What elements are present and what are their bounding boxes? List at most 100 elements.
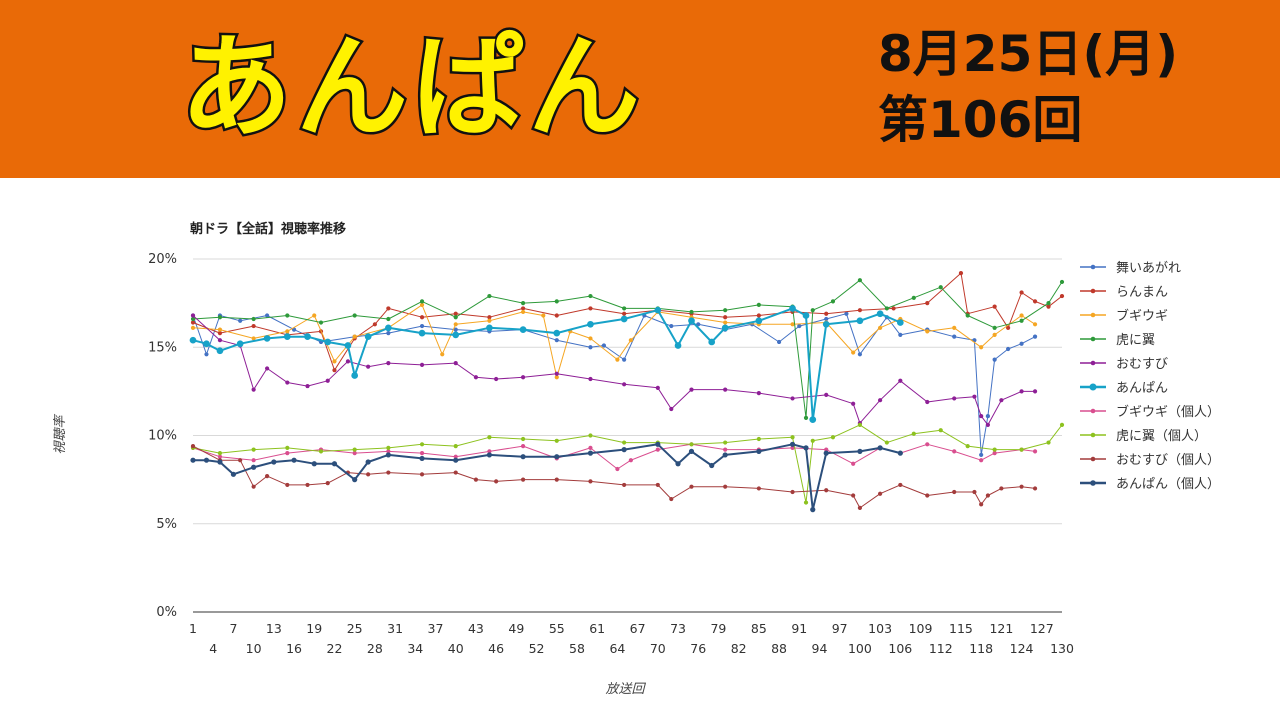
data-point: [972, 489, 977, 495]
data-point: [1006, 346, 1011, 352]
data-point: [689, 442, 694, 447]
data-point: [620, 315, 628, 323]
data-point: [352, 451, 357, 456]
data-point: [588, 445, 593, 450]
data-point: [217, 331, 223, 336]
data-point: [541, 313, 546, 318]
data-point: [217, 338, 223, 343]
data-point: [1032, 449, 1038, 454]
data-point: [588, 376, 593, 382]
data-point: [554, 438, 559, 443]
data-point: [285, 451, 290, 456]
data-point: [588, 345, 593, 350]
series-line: [192, 315, 1036, 426]
x-tick-label: 82: [731, 641, 747, 656]
data-point: [230, 471, 237, 477]
data-point: [554, 375, 559, 380]
x-tick-label: 58: [569, 641, 585, 656]
data-point: [709, 462, 715, 469]
y-tick-label: 10%: [148, 429, 177, 444]
legend-swatch-marker: [1090, 432, 1096, 438]
data-point: [352, 313, 357, 318]
data-point: [722, 452, 728, 458]
series-虎に翼: [190, 278, 1065, 420]
data-point: [331, 461, 338, 467]
x-tick-label: 103: [868, 621, 892, 636]
legend-label: あんぱん: [1116, 381, 1168, 396]
x-tick-label: 94: [812, 641, 828, 656]
data-point: [203, 340, 210, 348]
data-point: [351, 372, 359, 379]
data-point: [925, 329, 930, 334]
data-point: [305, 383, 310, 389]
data-point: [877, 445, 883, 451]
data-point: [344, 342, 352, 349]
data-point: [992, 451, 997, 456]
data-point: [992, 357, 997, 362]
data-point: [453, 315, 458, 320]
data-point: [1019, 341, 1024, 346]
x-tick-label: 100: [848, 641, 872, 656]
legend-swatch-marker: [1090, 288, 1096, 294]
data-point: [824, 392, 829, 398]
y-axis-ticks: 0% 5% 10% 15% 20%: [148, 252, 177, 620]
data-point: [723, 440, 728, 445]
data-point: [615, 357, 620, 362]
x-tick-label: 52: [529, 641, 545, 656]
data-point: [979, 502, 984, 507]
data-point: [588, 306, 593, 311]
data-point: [345, 359, 351, 364]
x-tick-label: 43: [468, 621, 484, 636]
x-tick-label: 64: [609, 641, 625, 656]
data-point: [823, 450, 829, 456]
data-point: [810, 438, 815, 443]
x-tick-label: 55: [549, 621, 565, 636]
legend-swatch-marker: [1090, 312, 1096, 318]
data-point: [452, 331, 460, 339]
series-あんぱん（個人）: [190, 441, 903, 513]
data-point: [1046, 304, 1051, 309]
data-point: [190, 443, 196, 449]
data-point: [824, 488, 829, 493]
data-point: [851, 493, 856, 498]
data-point: [851, 461, 856, 466]
data-point: [790, 489, 795, 495]
data-point: [789, 305, 796, 312]
data-point: [486, 324, 493, 332]
data-point: [925, 493, 930, 498]
data-point: [952, 334, 957, 339]
data-point: [487, 449, 492, 454]
data-point: [723, 320, 728, 325]
data-point: [803, 415, 809, 420]
x-tick-label: 1: [189, 621, 197, 636]
data-point: [520, 454, 526, 460]
data-point: [972, 394, 977, 399]
data-point: [985, 422, 990, 428]
legend-item: 虎に翼（個人）: [1080, 429, 1207, 444]
data-point: [675, 461, 681, 467]
data-point: [723, 387, 728, 392]
legend-swatch-marker: [1090, 408, 1096, 414]
data-point: [554, 371, 559, 376]
data-point: [1046, 440, 1051, 445]
data-point: [992, 447, 997, 452]
data-point: [622, 357, 627, 362]
data-point: [217, 454, 223, 459]
data-point: [332, 368, 337, 373]
data-point: [190, 316, 196, 322]
data-point: [979, 345, 984, 350]
data-point: [190, 457, 196, 463]
data-point: [453, 327, 458, 332]
data-point: [190, 320, 196, 325]
legend-item: 舞いあがれ: [1080, 261, 1181, 276]
data-point: [1019, 484, 1024, 489]
data-point: [305, 482, 310, 488]
data-point: [1032, 389, 1038, 394]
data-point: [822, 320, 830, 328]
data-point: [285, 445, 290, 450]
data-point: [325, 378, 330, 383]
data-point: [952, 449, 957, 454]
data-point: [283, 333, 291, 341]
data-point: [251, 458, 256, 463]
